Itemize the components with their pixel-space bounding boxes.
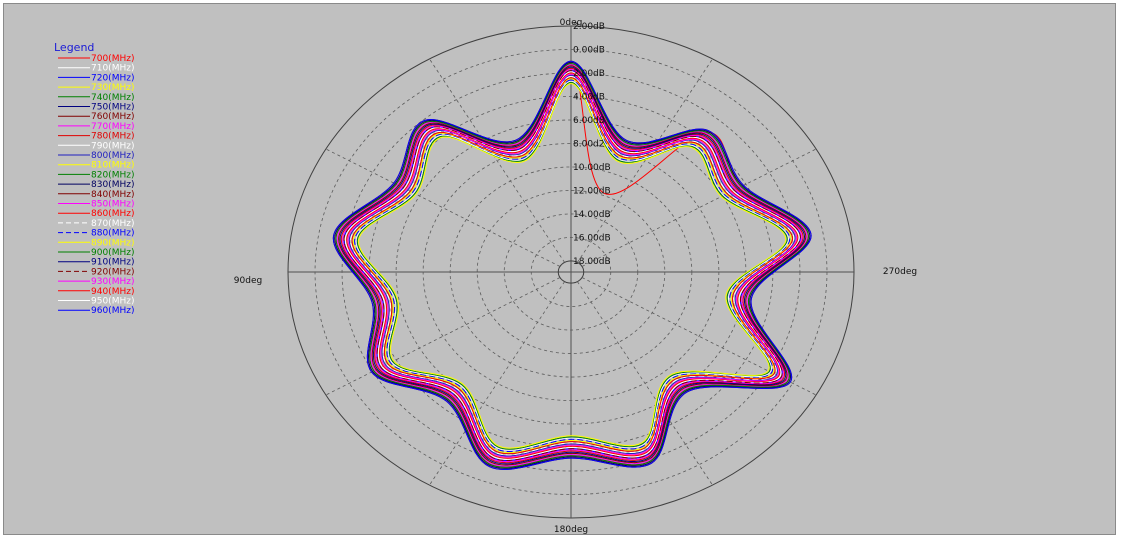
legend-entry: 820(MHz) — [91, 170, 134, 180]
angle-label-90: 90deg — [234, 276, 262, 286]
angle-label-270: 270deg — [883, 267, 917, 277]
grid-ring — [530, 237, 612, 307]
radial-tick-label: 6.00dB — [573, 116, 605, 126]
radial-tick-label: 4.00dB — [573, 92, 605, 102]
series-line-850mhz — [342, 68, 803, 463]
legend-entry: 740(MHz) — [91, 93, 134, 103]
grid-spoke — [581, 148, 817, 267]
center-ring — [557, 260, 585, 284]
legend-entry: 730(MHz) — [91, 83, 134, 93]
series-line-870mhz — [350, 75, 795, 456]
legend-entry: 790(MHz) — [91, 141, 134, 151]
series-line-960mhz — [333, 60, 812, 471]
grid-spoke — [325, 148, 561, 267]
legend-entry: 960(MHz) — [91, 306, 134, 316]
legend-entry: 830(MHz) — [91, 180, 134, 190]
radial-tick-label: 0.00dB — [573, 45, 605, 55]
legend-entry: 890(MHz) — [91, 238, 134, 248]
series-line-860mhz — [346, 72, 799, 459]
series-line-790mhz — [344, 71, 800, 460]
series-line-830mhz — [334, 61, 811, 469]
radial-tick-label: 2.00dB — [573, 22, 605, 32]
legend-entry: 800(MHz) — [91, 151, 134, 161]
radial-tick-label: 12.00dB — [573, 186, 611, 196]
angle-label-180: 180deg — [554, 525, 588, 535]
legend-entry: 880(MHz) — [91, 229, 134, 239]
grid-ring — [395, 119, 747, 425]
grid-ring — [449, 166, 693, 378]
radial-tick-label: 14.00dB — [573, 210, 611, 220]
legend-entry: 920(MHz) — [91, 267, 134, 277]
legend-entry: 710(MHz) — [91, 64, 134, 74]
legend-entry: 940(MHz) — [91, 287, 134, 297]
legend-entry: 750(MHz) — [91, 103, 134, 113]
grid-ring — [503, 213, 639, 331]
legend-entry: 720(MHz) — [91, 73, 134, 83]
legend-entry: 770(MHz) — [91, 122, 134, 132]
grid-ring — [422, 143, 720, 401]
legend-entry: 840(MHz) — [91, 190, 134, 200]
radial-tick-labels: 2.00dB 0.00dB 2.00dB 4.00dB 6.00dB 8.00d2 10.0… — [573, 22, 611, 267]
series-line-820mhz — [356, 81, 788, 450]
series-line-810mhz — [352, 78, 792, 454]
angle-label-0: 0deg — [560, 18, 583, 28]
radial-tick-label: 16.00dB — [573, 233, 611, 243]
grid-ring — [314, 49, 828, 495]
legend-entry: 950(MHz) — [91, 297, 134, 307]
radial-tick-label: 18.00dB — [573, 257, 611, 267]
polar-chart: 0deg 90deg 180deg 270deg 2.00dB0.00dB2.0… — [54, 18, 917, 535]
series-line-930mhz — [347, 73, 798, 458]
series-line-780mhz — [340, 67, 804, 464]
legend-entry: 930(MHz) — [91, 277, 134, 287]
legend: Legend 700(MHz)710(MHz)720(MHz)730(MHz)7… — [54, 41, 134, 316]
series-layer — [333, 60, 812, 471]
grid-spoke — [577, 281, 713, 486]
axis-labels: 0deg 90deg 180deg 270deg — [234, 18, 917, 535]
radial-tick-label: 8.00d2 — [573, 139, 604, 149]
series-line-910mhz — [339, 66, 806, 465]
legend-entry: 910(MHz) — [91, 258, 134, 268]
grid-spoke — [429, 281, 565, 486]
series-line-890mhz — [358, 83, 787, 449]
legend-entry: 860(MHz) — [91, 209, 134, 219]
grid-spoke — [325, 277, 561, 396]
grid-spoke — [577, 58, 713, 263]
series-line-840mhz — [338, 65, 807, 466]
grid-spoke — [429, 58, 565, 263]
series-line-880mhz — [354, 79, 791, 452]
legend-entry: 850(MHz) — [91, 200, 134, 210]
series-line-900mhz — [335, 63, 809, 468]
series-line-920mhz — [343, 70, 802, 461]
legend-title: Legend — [54, 41, 94, 54]
series-line-950mhz — [355, 80, 790, 451]
plot-frame: 0deg 90deg 180deg 270deg 2.00dB 0.00dB 2.0… — [3, 3, 1116, 535]
legend-entry: 760(MHz) — [91, 112, 134, 122]
legend-entry: 700(MHz) — [91, 54, 134, 64]
series-line-800mhz — [348, 74, 796, 457]
series-line-770mhz — [336, 64, 808, 467]
radial-tick-label: 2.00dB — [573, 69, 605, 79]
radial-tick-label: 10.00dB — [573, 163, 611, 173]
series-line-940mhz — [351, 77, 794, 455]
legend-entry: 900(MHz) — [91, 248, 134, 258]
legend-entry: 810(MHz) — [91, 161, 134, 171]
legend-entry: 780(MHz) — [91, 132, 134, 142]
grid-ring — [476, 190, 666, 354]
legend-entry: 870(MHz) — [91, 219, 134, 229]
